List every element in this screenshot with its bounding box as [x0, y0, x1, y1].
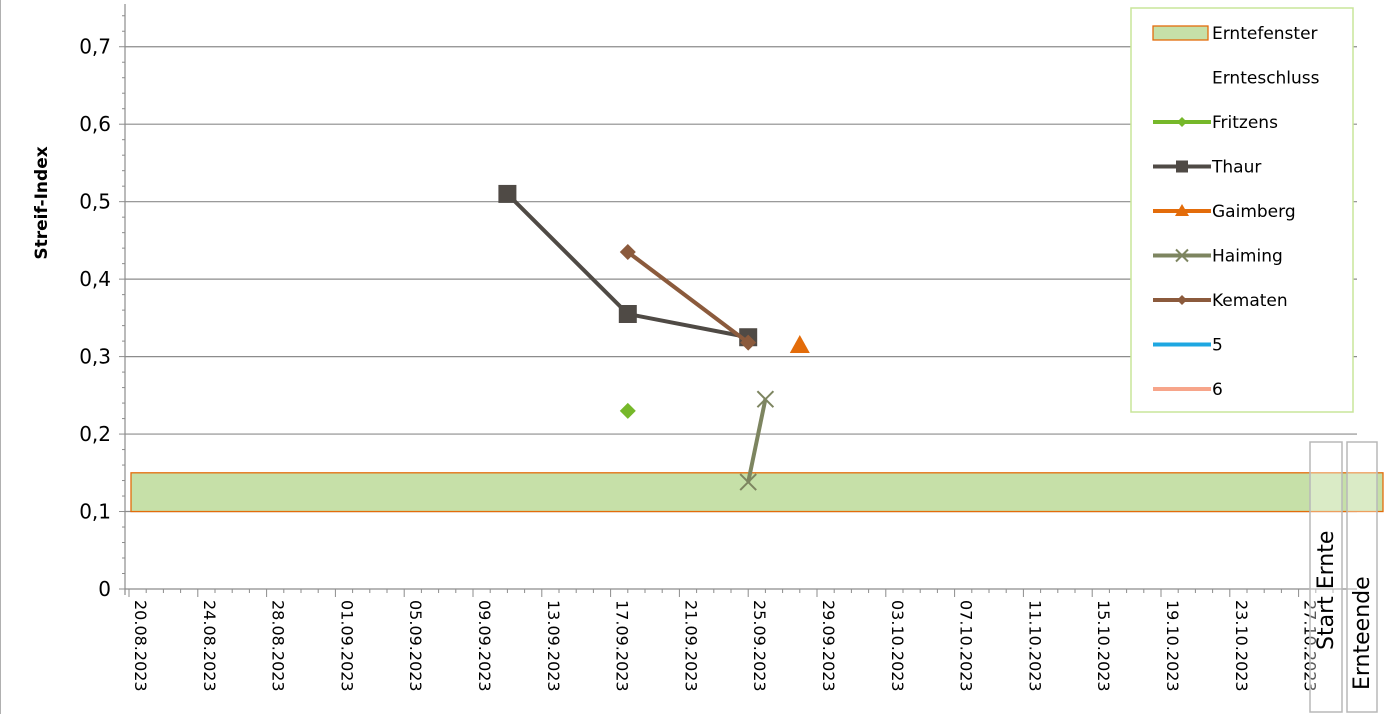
data-point-square: [498, 184, 517, 203]
x-tick-label: 19.10.2023: [1163, 600, 1182, 692]
legend-label: Gaimberg: [1212, 202, 1296, 222]
legend-label: Kematen: [1212, 291, 1288, 311]
y-tick-label: 0,6: [79, 112, 111, 136]
harvest-marker-box: [1346, 441, 1378, 713]
data-point-x: [739, 473, 757, 491]
y-tick-label: 0,5: [79, 190, 111, 214]
legend-label: Ernteschluss: [1212, 69, 1320, 89]
x-tick-label: 17.09.2023: [613, 600, 632, 692]
x-tick-label: 11.10.2023: [1025, 600, 1044, 692]
x-tick-label: 25.09.2023: [750, 600, 769, 692]
harvest-marker-label: Start Ernte: [1314, 531, 1339, 650]
x-tick-labels: 20.08.2023 24.08.2023 28.08.2023 01.09.2023…: [131, 600, 1320, 692]
data-point-diamond: [619, 244, 636, 261]
x-tick-label: 07.10.2023: [957, 600, 976, 692]
y-axis-label: Streif-Index: [32, 146, 52, 259]
legend: Erntefenster Ernteschluss Fritzens Thaur Gai…: [1130, 7, 1354, 413]
y-tick-label: 0,2: [79, 422, 111, 446]
legend-label: Fritzens: [1212, 113, 1278, 133]
legend-label: 5: [1212, 336, 1223, 356]
legend-marker-diamond: [1177, 117, 1187, 127]
x-tick-label: 03.10.2023: [888, 600, 907, 692]
legend-marker-diamond: [1177, 295, 1187, 305]
series-line-kematen: [626, 250, 750, 345]
legend-label: Erntefenster: [1212, 24, 1318, 44]
x-tick-label: 23.10.2023: [1232, 600, 1251, 692]
harvest-window-band: [130, 472, 1384, 513]
axes: [119, 4, 1357, 597]
data-point-triangle: [789, 334, 810, 353]
x-tick-label: 09.09.2023: [475, 600, 494, 692]
x-tick-label: 05.09.2023: [406, 600, 425, 692]
x-tick-label: 13.09.2023: [544, 600, 563, 692]
harvest-marker-label: Ernteende: [1350, 576, 1375, 690]
legend-marker-square: [1176, 160, 1188, 173]
x-tick-label: 15.10.2023: [1094, 600, 1113, 692]
x-tick-label: 21.09.2023: [681, 600, 700, 692]
series-line-haiming: [746, 398, 768, 483]
x-tick-label: 28.08.2023: [269, 600, 288, 692]
legend-label: 6: [1212, 380, 1223, 400]
legend-label: Haiming: [1212, 247, 1283, 267]
x-tick-label: 01.09.2023: [337, 600, 356, 692]
series-layer: [498, 184, 810, 491]
data-point-square: [618, 304, 637, 323]
y-tick-label: 0,3: [79, 345, 111, 369]
legend-marker-triangle: [1175, 204, 1189, 216]
x-tick-label: 24.08.2023: [200, 600, 219, 692]
harvest-marker-box: [1309, 441, 1343, 713]
harvest-markers: Start Ernte Ernteende: [1309, 441, 1378, 713]
x-tick-label: 29.09.2023: [819, 600, 838, 692]
legend-marker-x: [1175, 248, 1189, 263]
y-tick-label: 0,4: [79, 267, 111, 291]
legend-swatch-band: [1152, 25, 1209, 41]
y-tick-label: 0,7: [79, 35, 111, 59]
harvest-window-band-rect: [130, 472, 1384, 513]
data-point-diamond: [740, 334, 757, 351]
data-point-x: [756, 390, 775, 408]
legend-label: Thaur: [1211, 158, 1261, 178]
x-tick-label: 20.08.2023: [131, 600, 150, 692]
y-tick-label: 0: [98, 577, 111, 601]
y-tick-labels: 0 0,1 0,2 0,3 0,4 0,5 0,6 0,7: [79, 35, 111, 601]
y-tick-label: 0,1: [79, 500, 111, 524]
data-point-diamond: [619, 402, 636, 419]
